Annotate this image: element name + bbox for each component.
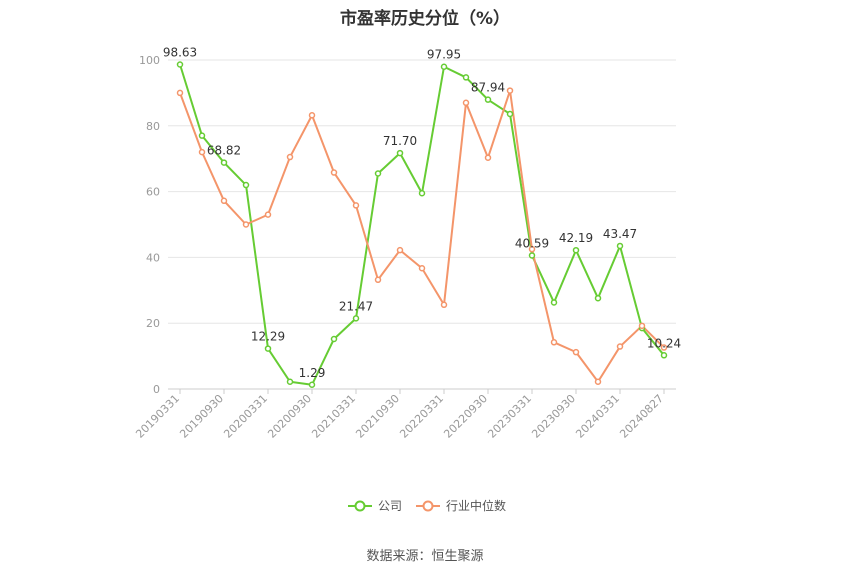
data-point xyxy=(308,112,316,119)
data-point xyxy=(308,381,316,389)
data-point xyxy=(440,301,448,309)
data-label: 12.29 xyxy=(251,330,285,344)
x-tick-label: 20230930 xyxy=(529,392,578,441)
data-point xyxy=(352,315,360,322)
data-point xyxy=(352,202,360,209)
data-point xyxy=(198,132,206,139)
data-point xyxy=(550,339,558,346)
data-point xyxy=(374,276,382,284)
data-point xyxy=(506,87,514,94)
data-point xyxy=(176,89,184,97)
data-point xyxy=(264,211,272,218)
data-point xyxy=(220,197,228,205)
data-point xyxy=(660,352,668,359)
x-tick-label: 20200331 xyxy=(221,392,270,441)
data-point xyxy=(572,348,580,356)
data-point xyxy=(242,181,250,189)
data-point xyxy=(594,378,602,386)
y-tick-label: 20 xyxy=(146,317,160,330)
data-point xyxy=(286,378,294,386)
chart-title: 市盈率历史分位（%） xyxy=(339,9,511,29)
y-tick-label: 80 xyxy=(146,120,160,133)
x-tick-label: 20200930 xyxy=(265,392,314,441)
data-point xyxy=(418,265,426,272)
data-label: 68.82 xyxy=(207,144,241,158)
data-label: 98.63 xyxy=(163,46,197,60)
data-point xyxy=(660,344,668,351)
data-source-note: 数据来源：恒生聚源 xyxy=(366,549,484,564)
data-point xyxy=(176,61,184,68)
data-point xyxy=(396,149,404,157)
legend-label: 行业中位数 xyxy=(446,498,506,513)
data-point xyxy=(330,335,338,343)
legend-item-industry-median: 行业中位数 xyxy=(416,498,506,513)
data-label: 43.47 xyxy=(603,227,637,241)
data-point xyxy=(484,154,492,161)
y-tick-label: 0 xyxy=(153,383,160,396)
data-label: 21.47 xyxy=(339,299,373,313)
x-tick-label: 20210331 xyxy=(309,392,358,441)
data-point xyxy=(330,169,338,176)
data-point xyxy=(396,246,404,254)
x-tick-label: 20220331 xyxy=(397,392,446,441)
data-point xyxy=(198,148,206,156)
data-point xyxy=(242,221,250,228)
data-point xyxy=(638,322,646,330)
x-tick-label: 20220930 xyxy=(441,392,490,441)
legend-marker xyxy=(422,500,434,512)
data-point xyxy=(462,74,470,81)
data-label: 40.59 xyxy=(515,236,549,250)
data-point xyxy=(220,159,228,166)
data-point xyxy=(462,99,470,107)
x-tick-label: 20190930 xyxy=(177,392,226,441)
x-tick-label: 20240827 xyxy=(617,392,666,441)
data-point xyxy=(286,153,294,161)
legend-label: 公司 xyxy=(378,499,402,513)
data-point xyxy=(594,294,602,302)
data-point xyxy=(528,252,536,259)
data-point xyxy=(374,170,382,177)
data-point xyxy=(616,343,624,350)
data-point xyxy=(418,189,426,197)
legend-item-company: 公司 xyxy=(348,499,402,513)
data-point xyxy=(264,345,272,352)
data-point xyxy=(484,96,492,103)
data-label: 71.70 xyxy=(383,134,417,148)
y-tick-label: 40 xyxy=(146,251,160,264)
data-point xyxy=(572,246,580,254)
data-point xyxy=(616,242,624,250)
y-tick-label: 60 xyxy=(146,186,160,199)
data-label: 1.29 xyxy=(299,366,326,380)
data-point xyxy=(528,245,536,253)
data-label: 10.24 xyxy=(647,336,681,350)
data-point xyxy=(440,63,448,70)
x-tick-label: 20190331 xyxy=(133,392,182,441)
x-tick-label: 20240331 xyxy=(573,392,622,441)
data-label: 42.19 xyxy=(559,231,593,245)
y-tick-label: 100 xyxy=(139,54,160,67)
x-tick-label: 20230331 xyxy=(485,392,534,441)
data-label: 87.94 xyxy=(471,81,505,95)
legend-marker xyxy=(354,500,366,512)
data-point xyxy=(550,299,558,306)
data-label: 97.95 xyxy=(427,48,461,62)
x-tick-label: 20210930 xyxy=(353,392,402,441)
data-point xyxy=(506,110,514,118)
